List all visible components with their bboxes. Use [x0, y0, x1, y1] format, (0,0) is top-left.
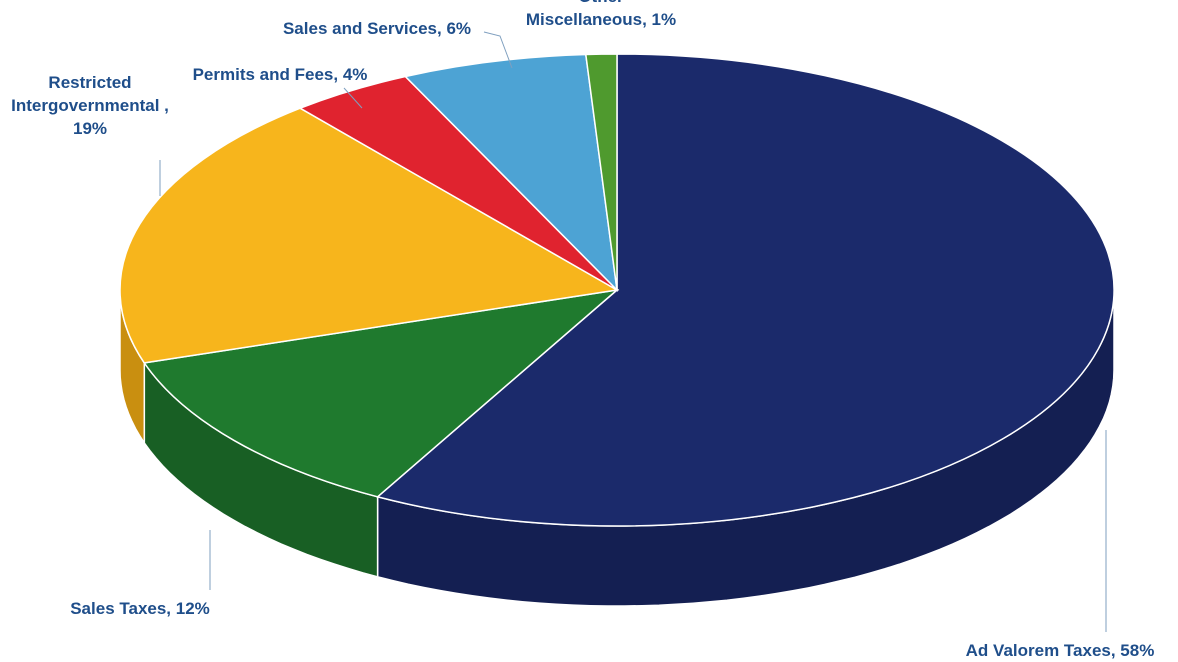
slice-labels: Ad Valorem Taxes, 58% Sales Taxes, 12% Res… [11, 0, 1154, 660]
pie-top [119, 53, 1115, 527]
data-label-ad-valorem-taxes: Ad Valorem Taxes, 58% [966, 641, 1155, 660]
slice-other-miscellaneous [584, 53, 618, 291]
leader-line-sales-and-services [483, 31, 513, 69]
leader-lines [159, 31, 1107, 632]
slice-sales-taxes [143, 288, 620, 498]
slice-restricted-intergovernmental [119, 107, 620, 364]
slice-ad-valorem-taxes [376, 53, 1115, 527]
data-label-restricted-intergovernmental: Restricted Intergovernmental , 19% [11, 73, 169, 138]
slice-sales-and-services [403, 53, 619, 293]
data-label-permits-and-fees: Permits and Fees, 4% [193, 65, 368, 84]
data-label-sales-and-services: Sales and Services, 6% [283, 19, 471, 38]
data-label-sales-taxes: Sales Taxes, 12% [70, 599, 210, 618]
data-label-other-miscellaneous: OtherMiscellaneous, 1% [526, 0, 676, 29]
leader-line-permits-and-fees [343, 87, 363, 109]
